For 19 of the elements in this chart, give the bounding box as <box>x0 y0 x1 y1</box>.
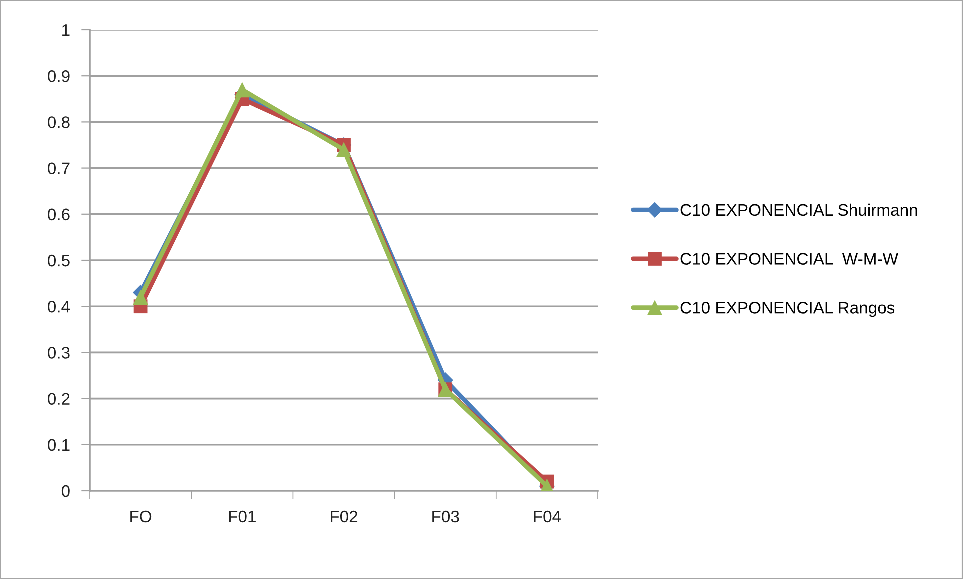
y-tick-label: 0.9 <box>48 70 70 82</box>
legend-label: C10 EXPONENCIAL W-M-W <box>680 253 898 265</box>
y-tick-label: 1 <box>62 24 70 36</box>
x-tick-label: FO <box>130 510 152 523</box>
legend-label: C10 EXPONENCIAL Shuirmann <box>680 204 918 216</box>
x-tick-label: F03 <box>432 510 460 523</box>
y-tick-label: 0.8 <box>48 116 70 128</box>
legend-label: C10 EXPONENCIAL Rangos <box>680 302 895 318</box>
y-tick-label: 0.3 <box>48 347 70 359</box>
y-tick-label: 0.4 <box>48 301 70 313</box>
y-tick-label: 0.1 <box>48 439 70 452</box>
y-tick-label: 0.2 <box>48 393 70 406</box>
x-tick-label: F02 <box>331 510 358 523</box>
y-tick-label: 0.6 <box>48 208 70 221</box>
y-tick-label: 0 <box>62 485 70 498</box>
y-tick-label: 0.5 <box>48 254 70 267</box>
x-tick-label: F01 <box>229 510 256 523</box>
x-tick-label: F04 <box>534 510 562 523</box>
y-tick-label: 0.7 <box>48 162 70 175</box>
